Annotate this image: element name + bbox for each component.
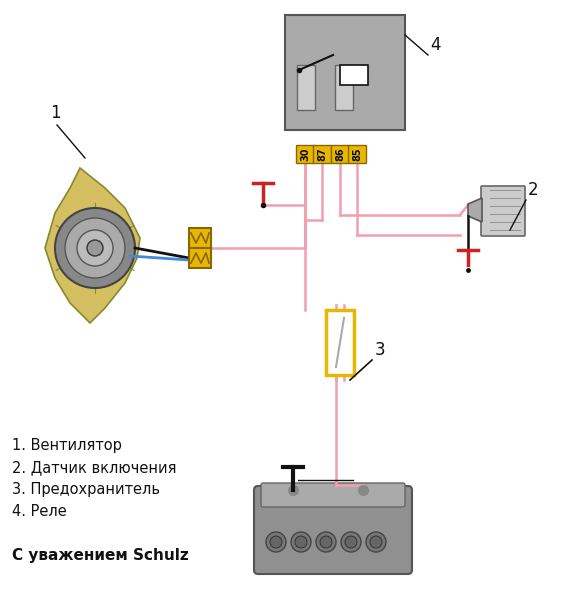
Polygon shape <box>468 198 482 222</box>
Circle shape <box>87 240 103 256</box>
Circle shape <box>266 532 286 552</box>
Bar <box>297 65 315 110</box>
Bar <box>348 145 366 163</box>
Circle shape <box>370 536 382 548</box>
FancyBboxPatch shape <box>481 186 525 236</box>
Bar <box>189 248 211 268</box>
Bar <box>331 145 349 163</box>
Circle shape <box>270 536 282 548</box>
FancyBboxPatch shape <box>261 483 405 507</box>
Text: 86: 86 <box>335 147 345 161</box>
Bar <box>313 145 331 163</box>
Text: 3. Предохранитель: 3. Предохранитель <box>12 482 160 497</box>
Text: 2. Датчик включения: 2. Датчик включения <box>12 460 177 475</box>
Circle shape <box>316 532 336 552</box>
Circle shape <box>366 532 386 552</box>
Circle shape <box>291 532 311 552</box>
Text: 2: 2 <box>528 181 539 199</box>
Bar <box>335 65 353 110</box>
Circle shape <box>295 536 307 548</box>
Text: С уважением Schulz: С уважением Schulz <box>12 548 189 563</box>
Text: 3: 3 <box>375 341 386 359</box>
Text: 30: 30 <box>300 147 310 161</box>
Circle shape <box>345 536 357 548</box>
Circle shape <box>55 208 135 288</box>
Text: 1. Вентилятор: 1. Вентилятор <box>12 438 122 453</box>
Circle shape <box>341 532 361 552</box>
Polygon shape <box>45 168 140 323</box>
Bar <box>340 65 368 85</box>
FancyBboxPatch shape <box>254 486 412 574</box>
Text: 85: 85 <box>352 147 362 161</box>
Bar <box>296 145 314 163</box>
Bar <box>189 228 211 248</box>
Text: 4. Реле: 4. Реле <box>12 504 67 519</box>
Circle shape <box>320 536 332 548</box>
Circle shape <box>65 218 125 278</box>
Text: 4: 4 <box>430 36 440 54</box>
Text: 1: 1 <box>50 104 61 122</box>
Text: 87: 87 <box>317 147 327 161</box>
Bar <box>326 310 354 375</box>
Bar <box>285 15 405 130</box>
Circle shape <box>77 230 113 266</box>
